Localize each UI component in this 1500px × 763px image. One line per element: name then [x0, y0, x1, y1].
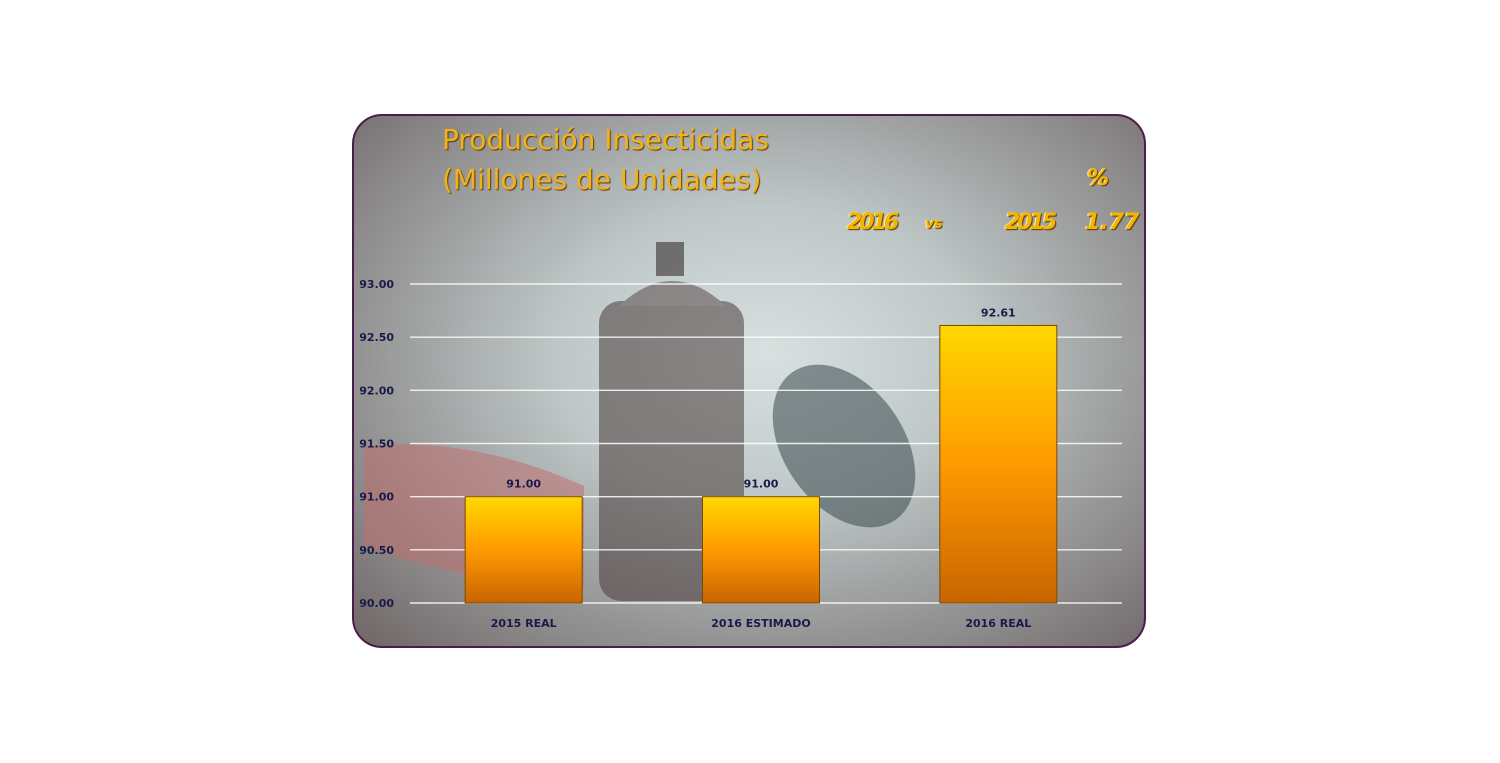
data-label: 92.61 — [981, 306, 1016, 319]
data-label: 91.00 — [744, 478, 779, 491]
comparison-year-a: 2016 — [847, 210, 899, 235]
y-axis: 93.00 92.50 92.00 91.50 91.00 90.50 90.00 — [359, 278, 394, 610]
y-tick-label: 91.00 — [359, 491, 394, 504]
y-tick-label: 90.50 — [359, 544, 394, 557]
spray-can-icon — [364, 242, 916, 601]
chart-title: Producción Insecticidas (Millones de Uni… — [442, 120, 769, 200]
bar — [939, 324, 1058, 604]
chart-svg: 93.00 92.50 92.00 91.50 91.00 90.50 90.00 91.0… — [359, 242, 1122, 630]
chart-title-line-1: Producción Insecticidas — [442, 123, 769, 156]
percent-symbol: % — [1087, 166, 1110, 191]
y-tick-label: 91.50 — [359, 438, 394, 451]
data-label: 91.00 — [506, 478, 541, 491]
x-tick-label: 2015 REAL — [491, 617, 557, 630]
y-tick-label: 90.00 — [359, 597, 394, 610]
chart-card: 93.00 92.50 92.00 91.50 91.00 90.50 90.00 91.0… — [352, 114, 1146, 648]
comparison-year-b: 2015 — [1005, 210, 1057, 235]
x-axis: 2015 REAL 2016 ESTIMADO 2016 REAL — [491, 617, 1032, 630]
value-labels: 91.00 91.00 92.61 — [506, 306, 1015, 490]
bar-series — [464, 324, 1058, 604]
bar — [702, 496, 820, 604]
comparison-vs: vs — [925, 216, 943, 232]
x-tick-label: 2016 ESTIMADO — [711, 617, 810, 630]
chart-title-line-2: (Millones de Unidades) — [442, 163, 762, 196]
y-tick-label: 92.00 — [359, 384, 394, 397]
bar — [464, 496, 583, 604]
comparison-change: 1.77 — [1085, 210, 1140, 235]
y-tick-label: 93.00 — [359, 278, 394, 291]
x-tick-label: 2016 REAL — [965, 617, 1031, 630]
y-tick-label: 92.50 — [359, 331, 394, 344]
